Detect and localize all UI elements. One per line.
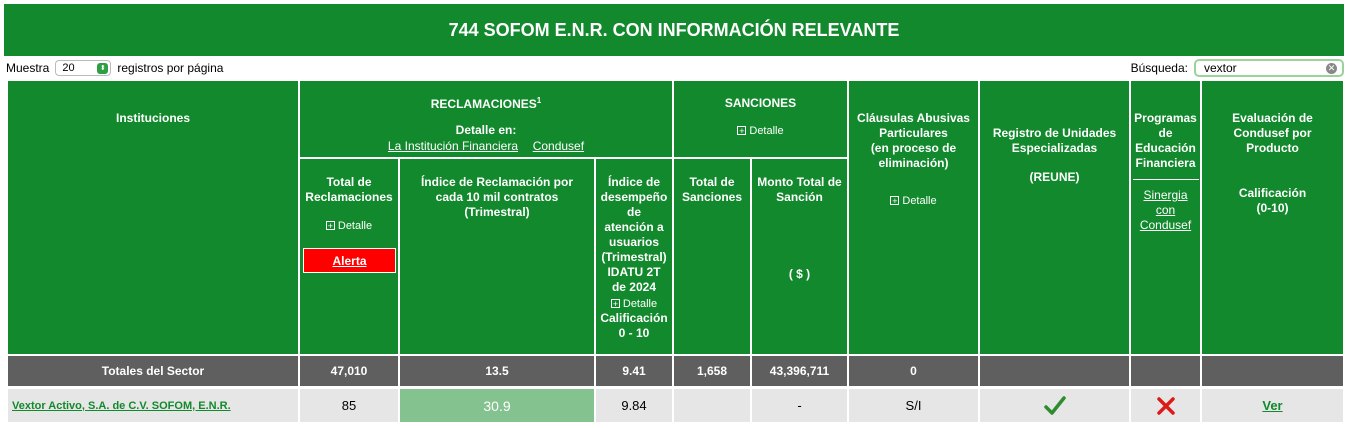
totals-registro [979,355,1130,387]
link-condusef[interactable]: Condusef [532,139,585,153]
row-monto: - [751,388,848,423]
page-size-value: 20 [62,62,75,74]
institutions-table: Instituciones RECLAMACIONES1 Detalle en:… [7,80,1344,423]
plus-icon: + [325,221,335,231]
detalle-button[interactable]: + Detalle [890,194,937,207]
alerta-button[interactable]: Alerta [303,248,396,273]
institution-link[interactable]: Vextor Activo, S.A. de C.V. SOFOM, E.N.R… [12,399,231,412]
header-registro-unidades: Registro de Unidades Especializadas (REU… [979,80,1130,355]
header-reclamaciones: RECLAMACIONES1 Detalle en: La Institució… [299,80,673,158]
detalle-button[interactable]: + Detalle [610,297,658,310]
row-idatu: 9.84 [595,388,673,423]
show-label: Muestra [6,61,50,75]
totals-idatu: 9.41 [595,355,673,387]
header-total-reclamaciones: Total de Reclamaciones + Detalle Alerta [299,158,399,355]
header-instituciones: Instituciones [7,80,299,355]
row-total-sanciones [673,388,751,423]
totals-programas [1130,355,1201,387]
detalle-button[interactable]: + Detalle [737,124,784,137]
detalle-button[interactable]: + Detalle [325,219,373,232]
row-indice: 30.9 [399,388,595,423]
totals-evaluacion [1201,355,1344,387]
row-total-reclamaciones: 85 [299,388,399,423]
page-title: 744 SOFOM E.N.R. CON INFORMACIÓN RELEVAN… [4,4,1344,56]
header-evaluacion-condusef: Evaluación de Condusef por Producto Cali… [1201,80,1344,355]
row-registro [979,388,1130,423]
per-page-label: registros por página [117,61,224,75]
totals-reclamaciones: 47,010 [299,355,399,387]
divider [1132,179,1199,180]
totals-monto: 43,396,711 [751,355,848,387]
search-value: vextor [1204,61,1237,75]
totals-indice: 13.5 [399,355,595,387]
totals-clausulas: 0 [848,355,979,387]
plus-icon: + [890,196,900,206]
monto-unit: ( $ ) [788,267,811,281]
table-controls: Muestra 20 ⬍ registros por página Búsque… [0,58,1351,80]
check-icon [1043,395,1066,415]
table-row: Vextor Activo, S.A. de C.V. SOFOM, E.N.R… [7,388,299,423]
cross-icon [1156,396,1175,415]
header-programas-educacion: Programas de Educación Financiera Sinerg… [1130,80,1201,355]
header-clausulas: Cláusulas Abusivas Particulares (en proc… [848,80,979,355]
chevron-updown-icon: ⬍ [97,62,109,74]
row-programas [1130,388,1201,423]
row-evaluacion: Ver [1201,388,1344,423]
sinergia-link[interactable]: Sinergia con Condusef [1139,188,1192,232]
page-size-select[interactable]: 20 ⬍ [55,60,112,76]
header-indice-reclamacion: Índice de Reclamación por cada 10 mil co… [399,158,595,355]
plus-icon: + [610,299,620,309]
totals-sanciones: 1,658 [673,355,751,387]
totals-label: Totales del Sector [7,355,299,387]
header-monto-total: Monto Total de Sanción ( $ ) [751,158,848,355]
search-label: Búsqueda: [1130,61,1188,75]
plus-icon: + [737,126,747,136]
header-idatu: Índice de desempeño de atención a usuari… [595,158,673,355]
header-total-sanciones: Total de Sanciones [673,158,751,355]
clear-icon[interactable]: ✕ [1326,62,1337,74]
ver-link[interactable]: Ver [1262,398,1283,413]
search-input[interactable]: vextor ✕ [1194,59,1344,77]
row-clausulas: S/I [848,388,979,423]
link-institucion-financiera[interactable]: La Institución Financiera [387,139,518,153]
header-sanciones: SANCIONES + Detalle [673,80,848,158]
